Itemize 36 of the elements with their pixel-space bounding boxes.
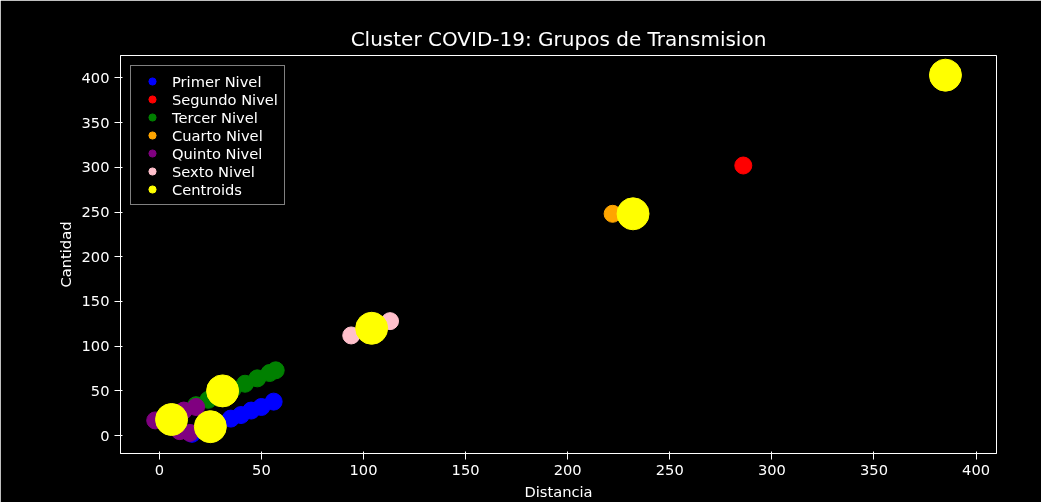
y-tick-label: 150 [81,292,110,310]
x-tick-label: 300 [757,460,786,478]
x-tick-label: 0 [154,460,164,478]
chart-title: Cluster COVID-19: Grupos de Transmision [350,26,767,51]
legend-label: Sexto Nivel [172,162,255,180]
y-tick-label: 200 [81,247,110,265]
point [155,403,189,436]
point [193,410,227,444]
y-axis-title: Cantidad [56,221,74,288]
legend-label: Segundo Nivel [172,90,278,108]
point [264,392,283,411]
x-tick-label: 150 [451,460,480,478]
legend-label: Primer Nivel [172,72,262,90]
x-tick-label: 100 [349,460,378,478]
point [734,156,753,175]
x-tick-label: 200 [553,460,582,478]
legend-label: Tercer Nivel [172,108,258,126]
x-tick-label: 250 [655,460,684,478]
y-tick-label: 100 [81,337,110,355]
point [355,311,389,345]
x-axis-title: Distancia [524,482,593,500]
y-tick-label: 350 [81,113,110,131]
point [928,58,962,92]
y-tick-label: 400 [81,68,110,86]
x-tick-label: 400 [962,460,991,478]
y-tick-label: 0 [100,426,110,444]
y-tick-label: 300 [81,158,110,176]
y-tick-label: 250 [81,203,110,221]
x-tick-label: 350 [860,460,888,478]
legend-label: Centroids [172,180,242,198]
point [616,197,650,231]
legend-label: Quinto Nivel [172,144,263,162]
y-tick-label: 50 [90,381,110,399]
point [206,374,240,408]
legend-label: Cuarto Nivel [172,126,263,144]
x-tick-label: 50 [252,460,271,478]
